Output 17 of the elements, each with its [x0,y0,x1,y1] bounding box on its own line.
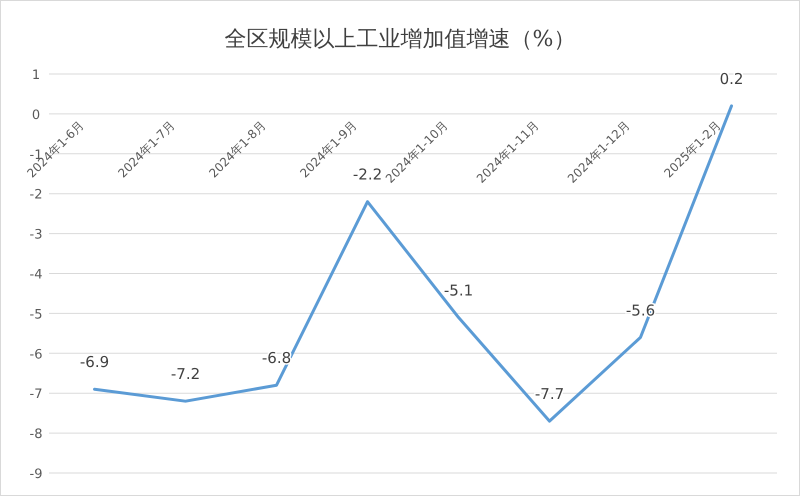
y-tick-label: 0 [32,108,40,123]
y-tick-label: -3 [30,228,42,243]
data-label: -5.1 [444,281,474,300]
y-tick-label: -6 [30,347,42,362]
y-tick-label: 1 [32,68,40,83]
y-tick-label: -5 [30,307,42,322]
data-label: -7.2 [170,365,200,384]
y-tick-label: -9 [30,467,42,482]
data-label: -7.7 [534,385,564,404]
y-tick-label: -8 [30,427,42,442]
data-label: 0.2 [720,70,744,88]
y-tick-label: -4 [30,268,42,282]
y-tick-label: -2 [30,188,42,203]
chart-title: 全区规模以上工业增加值增速（%） [224,27,576,52]
y-tick-label: -7 [30,387,42,402]
data-label: -2.2 [352,166,382,184]
data-label: -6.9 [80,353,110,372]
